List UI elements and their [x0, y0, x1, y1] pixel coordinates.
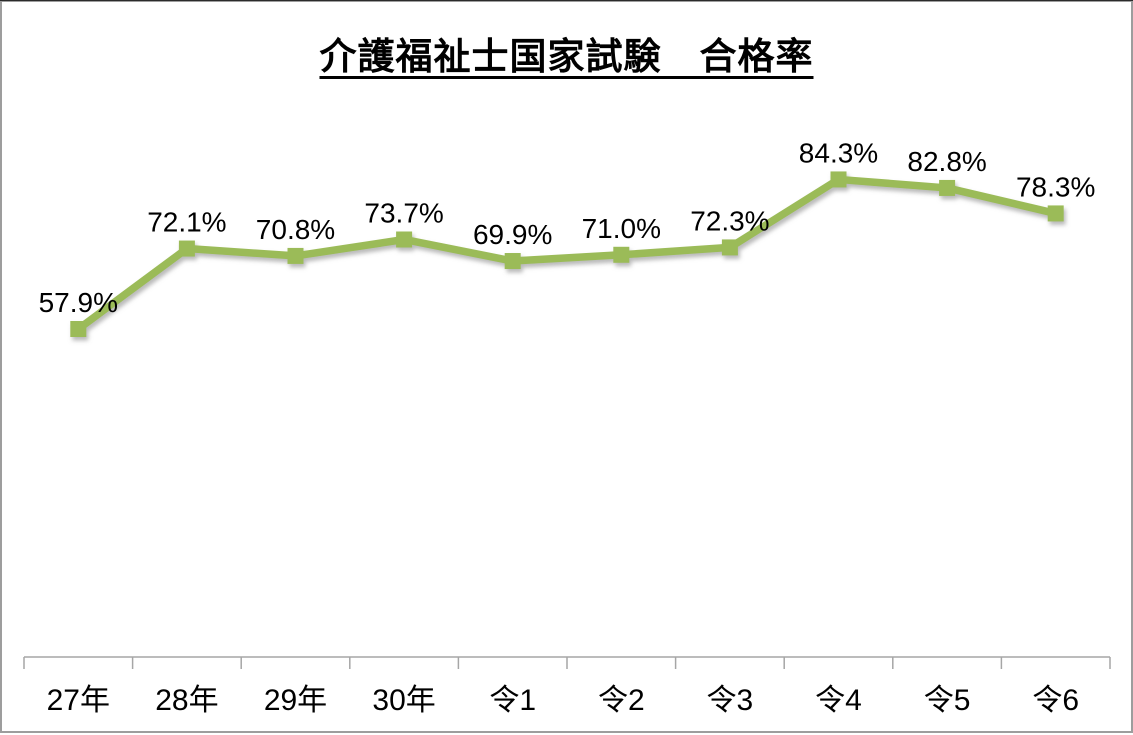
- data-point-marker: [721, 239, 738, 256]
- x-axis-label: 令4: [815, 684, 862, 717]
- data-label: 84.3%: [799, 137, 878, 168]
- x-axis-label: 令5: [924, 684, 971, 717]
- data-label: 78.3%: [1016, 171, 1095, 202]
- data-point-marker: [939, 179, 956, 196]
- x-axis-label: 令6: [1032, 684, 1079, 717]
- data-label: 71.0%: [582, 213, 661, 244]
- frame-top-border: [0, 0, 1133, 1]
- data-point-marker: [504, 253, 521, 270]
- chart-title: 介護福祉士国家試験 合格率: [319, 36, 814, 77]
- data-point-marker: [830, 171, 847, 188]
- series-group: [70, 171, 1064, 337]
- x-axis-label: 令3: [707, 684, 754, 717]
- x-axis-label: 30年: [372, 684, 435, 717]
- data-point-marker: [70, 320, 87, 337]
- x-axis-label: 29年: [264, 684, 327, 717]
- x-axis-label: 28年: [155, 684, 218, 717]
- x-axis-label: 令1: [489, 684, 536, 717]
- series-line: [76, 175, 1057, 333]
- x-axis-label: 令2: [598, 684, 645, 717]
- data-point-marker: [1047, 205, 1064, 222]
- x-axis-label: 27年: [47, 684, 110, 717]
- data-label: 72.3%: [690, 205, 769, 236]
- data-label: 82.8%: [907, 146, 986, 177]
- data-point-marker: [613, 246, 630, 263]
- data-label: 73.7%: [364, 197, 443, 228]
- data-point-marker: [178, 240, 195, 257]
- data-point-marker: [396, 231, 413, 248]
- data-label: 57.9%: [39, 287, 118, 318]
- data-label: 72.1%: [147, 207, 226, 238]
- data-label: 69.9%: [473, 219, 552, 250]
- data-point-marker: [287, 247, 304, 264]
- data-label: 70.8%: [256, 214, 335, 245]
